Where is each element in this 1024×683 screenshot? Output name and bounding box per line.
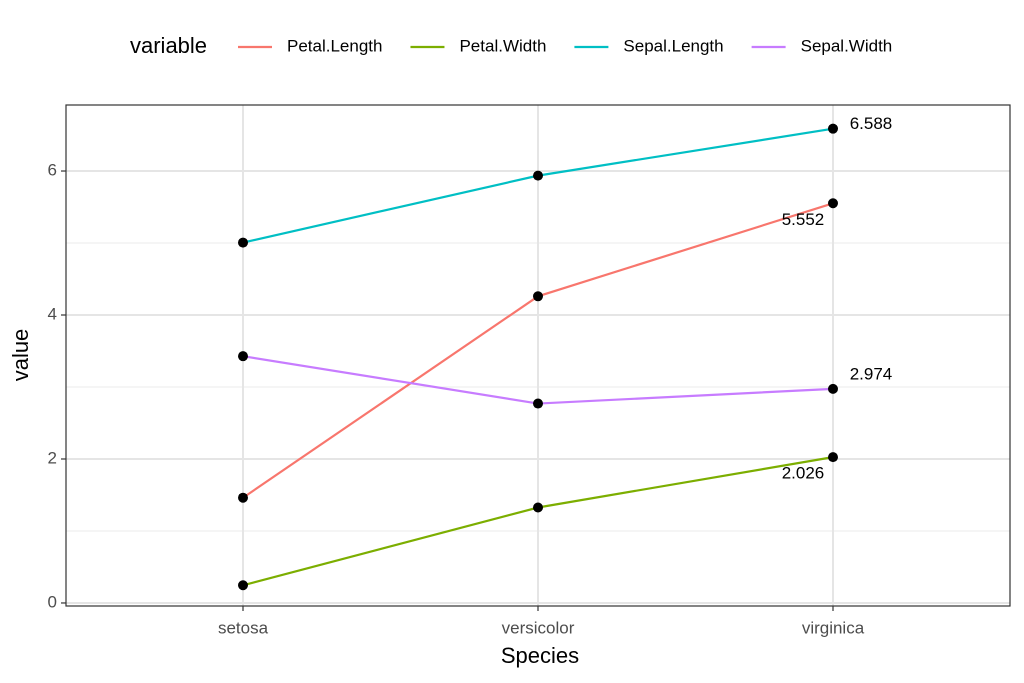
data-label: 2.974 — [850, 364, 893, 383]
x-tick-label: setosa — [218, 618, 269, 637]
data-label: 6.588 — [850, 114, 893, 133]
x-tick-label: versicolor — [502, 618, 575, 637]
y-tick-label: 6 — [48, 161, 57, 180]
point — [238, 492, 248, 503]
data-label: 2.026 — [782, 464, 825, 483]
point — [533, 398, 543, 409]
y-tick-label: 0 — [48, 592, 57, 611]
point — [828, 198, 838, 209]
data-label: 5.552 — [782, 210, 825, 229]
legend-title: variable — [130, 33, 207, 58]
point — [533, 170, 543, 181]
legend-label: Sepal.Width — [801, 36, 893, 55]
x-tick-label: virginica — [802, 618, 865, 637]
plot-border — [65, 104, 1011, 607]
y-tick-label: 2 — [48, 448, 57, 467]
point — [238, 580, 248, 591]
x-axis-label: Species — [501, 643, 579, 668]
y-tick-label: 4 — [48, 304, 57, 323]
legend-label: Petal.Length — [287, 36, 382, 55]
point — [238, 351, 248, 362]
point — [828, 123, 838, 134]
point — [828, 452, 838, 463]
point — [533, 291, 543, 302]
y-axis-label: value — [8, 329, 33, 382]
point — [533, 502, 543, 513]
point — [238, 237, 248, 248]
legend-label: Petal.Width — [459, 36, 546, 55]
legend-label: Sepal.Length — [623, 36, 723, 55]
point — [828, 383, 838, 394]
